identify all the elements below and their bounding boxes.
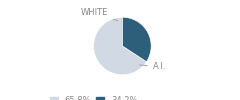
Wedge shape (94, 17, 147, 75)
Text: WHITE: WHITE (81, 8, 118, 21)
Text: A.I.: A.I. (140, 62, 166, 71)
Wedge shape (122, 17, 151, 62)
Legend: 65.8%, 34.2%: 65.8%, 34.2% (49, 96, 138, 100)
